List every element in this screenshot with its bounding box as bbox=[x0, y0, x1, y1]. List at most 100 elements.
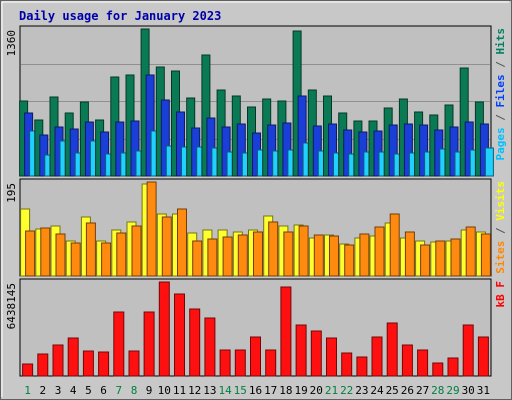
x-tick-label: 19 bbox=[294, 384, 307, 397]
x-tick-label: 14 bbox=[218, 384, 232, 397]
bar-files-day-26 bbox=[403, 123, 413, 177]
bar-sites-day-8 bbox=[131, 225, 142, 277]
bar-files-day-30 bbox=[464, 121, 474, 177]
bar-kb-f-day-29 bbox=[447, 357, 459, 377]
bar-files-day-22 bbox=[343, 129, 353, 177]
legend-entry: / bbox=[494, 55, 507, 75]
bar-kb-f-day-25 bbox=[386, 322, 398, 377]
bar-files-day-19 bbox=[297, 95, 307, 177]
bar-sites-day-24 bbox=[374, 226, 385, 277]
bar-kb-f-day-21 bbox=[326, 337, 337, 377]
legend-entry: Visits bbox=[494, 181, 507, 221]
legend-entry: / bbox=[494, 108, 507, 128]
x-tick-label: 15 bbox=[234, 384, 247, 397]
bar-kb-f-day-1 bbox=[22, 363, 34, 377]
x-tick-label: 17 bbox=[264, 384, 277, 397]
legend-entry: / bbox=[494, 221, 507, 241]
bar-kb-f-day-20 bbox=[310, 330, 322, 377]
x-tick-label: 31 bbox=[477, 384, 490, 397]
x-tick-label: 6 bbox=[100, 384, 107, 397]
bar-sites-day-22 bbox=[344, 244, 355, 277]
bar-sites-day-17 bbox=[268, 221, 279, 277]
panel-legend: Pages / Files / Hits bbox=[494, 28, 507, 161]
bar-files-day-9 bbox=[145, 74, 155, 177]
bar-kb-f-day-4 bbox=[67, 337, 79, 377]
bar-sites-day-18 bbox=[283, 231, 294, 277]
bar-kb-f-day-13 bbox=[204, 317, 216, 377]
bar-kb-f-day-5 bbox=[82, 350, 94, 377]
bar-sites-day-30 bbox=[465, 226, 476, 277]
bar-sites-day-5 bbox=[85, 222, 96, 277]
y-max-label: 6438145 bbox=[5, 283, 18, 329]
bar-sites-day-15 bbox=[237, 234, 248, 277]
bar-sites-day-16 bbox=[253, 231, 263, 277]
x-tick-label: 13 bbox=[203, 384, 216, 397]
chart-panels: 1360 Pages / Files / Hits 195 Sites / Visit… bbox=[5, 25, 507, 377]
bar-files-day-15 bbox=[236, 123, 246, 177]
bar-sites-day-25 bbox=[389, 213, 400, 277]
x-tick-label: 21 bbox=[325, 384, 338, 397]
bar-kb-f-day-18 bbox=[280, 286, 292, 377]
bar-files-day-13 bbox=[206, 117, 216, 177]
x-tick-label: 8 bbox=[131, 384, 138, 397]
panel-visits: 195 Sites / Visits bbox=[5, 178, 507, 277]
x-tick-label: 5 bbox=[85, 384, 92, 397]
bar-hits-day-13 bbox=[201, 54, 211, 177]
bar-files-day-10 bbox=[160, 99, 170, 177]
y-max-label: 195 bbox=[5, 183, 18, 203]
bar-sites-day-23 bbox=[359, 233, 370, 277]
legend-entry: Hits bbox=[494, 28, 507, 55]
x-tick-label: 26 bbox=[401, 384, 414, 397]
x-tick-label: 30 bbox=[462, 384, 475, 397]
bar-sites-day-19 bbox=[298, 225, 309, 277]
bar-kb-f-day-10 bbox=[158, 281, 170, 377]
bar-sites-day-2 bbox=[40, 227, 51, 277]
bar-kb-f-day-6 bbox=[98, 351, 110, 377]
bar-kb-f-day-23 bbox=[356, 356, 368, 377]
x-tick-label: 20 bbox=[310, 384, 323, 397]
x-tick-label: 2 bbox=[39, 384, 46, 397]
x-tick-label: 24 bbox=[370, 384, 384, 397]
bar-kb-f-day-28 bbox=[432, 362, 444, 377]
bar-sites-day-20 bbox=[313, 234, 324, 277]
bar-kb-f-day-16 bbox=[250, 336, 261, 377]
bar-files-day-25 bbox=[388, 124, 398, 177]
bar-sites-day-9 bbox=[146, 181, 157, 277]
bar-kb-f-day-2 bbox=[37, 353, 49, 377]
bar-kb-f-day-11 bbox=[174, 293, 185, 377]
legend-entry: Files bbox=[494, 74, 507, 107]
x-tick-label: 23 bbox=[355, 384, 368, 397]
x-tick-label: 28 bbox=[431, 384, 444, 397]
bar-sites-day-10 bbox=[161, 216, 172, 277]
day-labels: 1 2 3 4 5 6 7 8 9 10 11 12 13 14 15 16 17 18 19 20 21 22 23 24 2… bbox=[24, 384, 490, 397]
bar-sites-day-31 bbox=[480, 233, 491, 277]
bar-kb-f-day-22 bbox=[341, 352, 353, 377]
bar-kb-f-day-30 bbox=[462, 324, 474, 377]
x-tick-label: 25 bbox=[386, 384, 399, 397]
bar-kb-f-day-24 bbox=[371, 336, 383, 377]
panel-legend: Sites / Visits bbox=[494, 181, 507, 274]
bar-files-day-27 bbox=[419, 124, 429, 177]
x-tick-label: 7 bbox=[115, 384, 122, 397]
x-tick-label: 16 bbox=[249, 384, 262, 397]
bar-sites-day-13 bbox=[207, 238, 218, 277]
bar-sites-day-7 bbox=[116, 232, 127, 277]
bar-sites-day-11 bbox=[177, 208, 187, 277]
bar-sites-day-3 bbox=[55, 233, 66, 277]
x-tick-label: 3 bbox=[55, 384, 62, 397]
x-tick-label: 9 bbox=[146, 384, 153, 397]
x-tick-label: 10 bbox=[158, 384, 171, 397]
bar-files-day-7 bbox=[115, 121, 125, 177]
bar-files-day-8 bbox=[130, 120, 140, 177]
bar-files-day-11 bbox=[176, 111, 185, 177]
bar-kb-f-day-31 bbox=[477, 336, 489, 377]
bar-sites-day-28 bbox=[435, 240, 446, 277]
x-tick-label: 4 bbox=[70, 384, 77, 397]
bar-sites-day-6 bbox=[101, 242, 112, 277]
legend-entry: kB F bbox=[494, 281, 507, 308]
x-tick-label: 22 bbox=[340, 384, 353, 397]
bar-kb-f-day-8 bbox=[128, 350, 140, 377]
bar-sites-day-29 bbox=[450, 238, 461, 277]
bar-sites-day-21 bbox=[329, 235, 339, 277]
